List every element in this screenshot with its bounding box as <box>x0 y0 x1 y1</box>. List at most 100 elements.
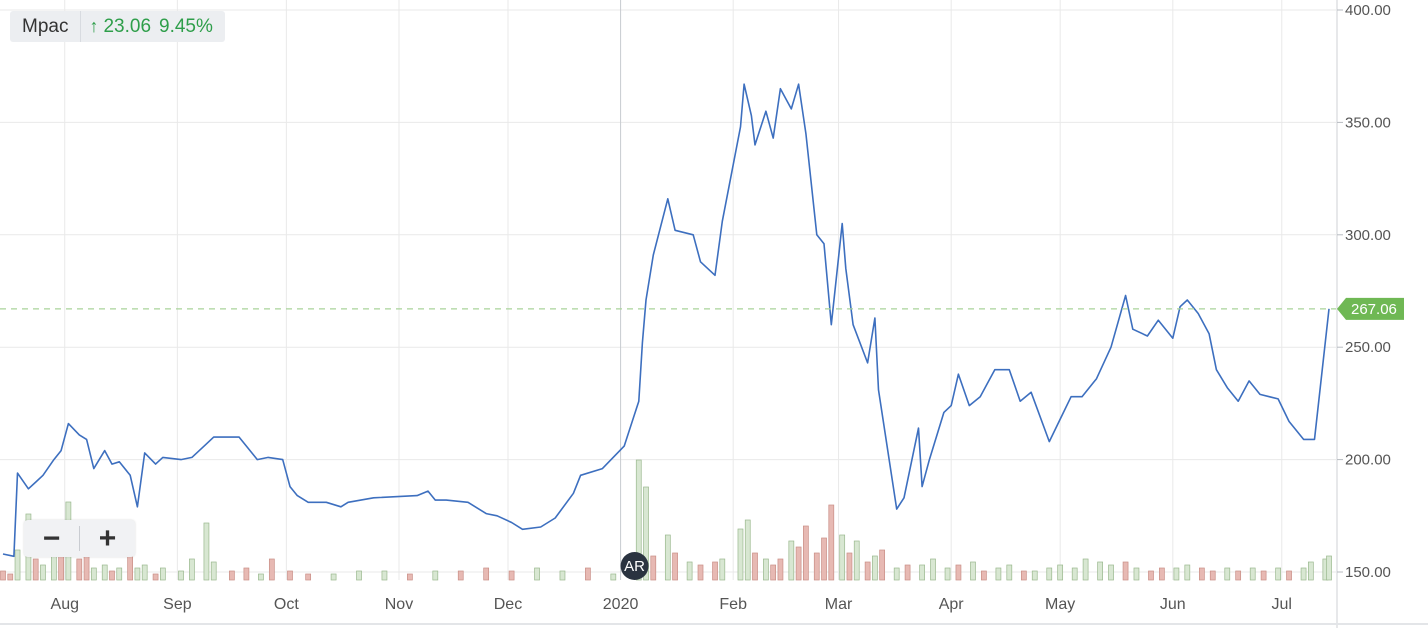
volume-bar <box>1198 567 1205 581</box>
volume-bar <box>821 537 827 581</box>
volume-bar <box>356 570 362 581</box>
volume-bar <box>116 567 123 581</box>
x-tick-label: Jun <box>1160 596 1186 613</box>
volume-bar <box>697 564 704 581</box>
current-price-tag: 267.06 <box>1337 297 1404 320</box>
volume-bar <box>752 552 758 581</box>
volume-bar <box>0 570 6 581</box>
volume-bar <box>1159 567 1165 581</box>
volume-bar <box>101 564 108 581</box>
volume-bar <box>585 567 591 581</box>
zoom-out-button[interactable]: − <box>42 521 61 555</box>
volume-bar <box>1224 567 1231 581</box>
zoom-divider <box>79 526 80 551</box>
volume-bar <box>1235 570 1242 581</box>
volume-bar <box>141 564 148 581</box>
volume-bar <box>189 558 195 581</box>
volume-bar <box>90 567 97 581</box>
volume-bar <box>995 567 1002 581</box>
volume-bar <box>203 522 210 581</box>
volume-bar <box>1275 567 1281 581</box>
price-axis: 150.00 200.00 250.00 300.00 350.00 400.00 267.… <box>1337 2 1404 581</box>
volume-bar <box>664 534 671 581</box>
volume-bar <box>839 534 846 581</box>
y-tick-label: 150.00 <box>1345 564 1391 581</box>
volume-bar <box>1071 567 1078 581</box>
volume-bar <box>432 570 439 581</box>
volume-bar <box>846 552 853 581</box>
event-marker-circle <box>620 552 649 580</box>
x-tick-label: Sep <box>163 596 192 613</box>
volume-bar <box>1133 567 1140 581</box>
volume-bar <box>893 567 900 581</box>
y-tick-label: 400.00 <box>1345 2 1391 19</box>
volume-bar <box>813 552 820 581</box>
legend: Mpac ↑ 23.06 9.45% <box>10 11 225 42</box>
volume-bar <box>712 561 718 581</box>
volume-bar <box>243 567 250 581</box>
volume-bar <box>7 573 14 581</box>
zoom-controls: − + <box>24 520 135 557</box>
volume-bar <box>1046 567 1053 581</box>
volume-bar <box>686 561 693 581</box>
price-series <box>0 83 1336 558</box>
x-tick-label: Feb <box>719 596 747 613</box>
x-tick-label: Apr <box>939 596 965 613</box>
volume-bar <box>268 558 275 581</box>
volume-bar <box>51 552 57 581</box>
x-tick-label: Nov <box>385 596 413 613</box>
volume-bar <box>1006 564 1013 581</box>
volume-bar <box>795 546 802 581</box>
x-tick-label: Jul <box>1272 596 1292 613</box>
volume-bar <box>1122 561 1129 581</box>
volume-bar <box>330 573 337 581</box>
volume-bar <box>853 540 860 581</box>
volume-bar <box>40 564 46 581</box>
volume-bar <box>229 570 235 581</box>
volume-bar <box>32 558 39 581</box>
legend-change: 23.06 <box>103 15 152 37</box>
volume-bar <box>1300 567 1307 581</box>
legend-symbol: Mpac <box>22 15 69 37</box>
volume-bar <box>610 573 617 581</box>
volume-bar <box>134 567 141 581</box>
volume-bar <box>1057 564 1064 581</box>
volume-bar <box>1020 570 1027 581</box>
volume-bar <box>864 561 871 581</box>
price-line <box>2 83 1330 558</box>
volume-bar <box>719 558 726 581</box>
volume-bar <box>1108 564 1114 581</box>
volume-bar <box>1209 570 1216 581</box>
legend-percent: 9.45% <box>159 15 213 37</box>
zoom-in-button[interactable]: + <box>98 521 117 555</box>
volume-bar <box>534 567 540 581</box>
volume-bar <box>1307 561 1314 581</box>
y-tick-label: 300.00 <box>1345 227 1391 244</box>
volume-bar <box>457 570 464 581</box>
volume-bar <box>828 504 835 581</box>
volume-bar <box>904 564 911 581</box>
volume-bar <box>152 573 159 581</box>
x-tick-label: May <box>1045 596 1075 613</box>
volume-bar <box>879 549 886 581</box>
volume-bar <box>1148 570 1154 581</box>
volume-bar <box>305 573 312 581</box>
volume-bar <box>1097 561 1103 581</box>
x-tick-label: Mar <box>825 596 853 613</box>
volume-bar <box>407 573 413 581</box>
volume-bar <box>381 570 388 581</box>
volume-bar <box>287 570 293 581</box>
volume-bar <box>763 558 769 581</box>
volume-bar <box>650 555 657 581</box>
volume-bar <box>1082 558 1089 581</box>
volume-bar <box>737 528 744 581</box>
current-price-label: 267.06 <box>1351 301 1397 318</box>
volume-bars <box>0 459 1332 581</box>
arrow-up-icon: ↑ <box>89 16 99 36</box>
volume-bar <box>159 567 166 581</box>
volume-bar <box>210 561 217 581</box>
volume-bar <box>770 564 777 581</box>
event-marker[interactable]: AR <box>620 552 649 580</box>
